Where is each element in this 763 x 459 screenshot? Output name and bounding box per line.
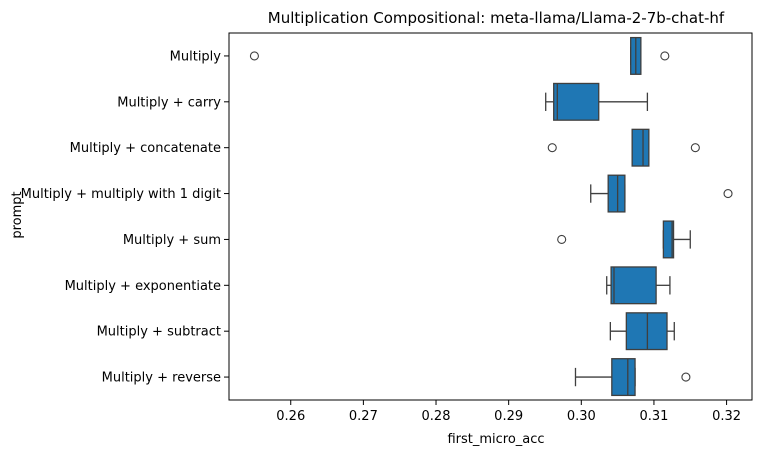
chart-title: Multiplication Compositional: meta-llama… <box>268 9 725 27</box>
outlier-point <box>249 51 259 61</box>
y-tick-label: Multiply + carry <box>117 95 221 110</box>
y-tick-label: Multiply + multiply with 1 digit <box>21 187 221 202</box>
plot-area: Multiply Multiply + carry Multiply + conca… <box>21 32 753 424</box>
box <box>611 358 636 397</box>
y-tick-label: Multiply + reverse <box>102 371 221 386</box>
plot-frame <box>228 32 753 401</box>
outlier-point <box>681 372 691 382</box>
outlier-point <box>723 189 733 199</box>
x-tick-label: 0.28 <box>422 409 451 424</box>
box <box>631 128 650 167</box>
x-tick-label: 0.26 <box>276 409 305 424</box>
x-tick-label: 0.31 <box>639 409 668 424</box>
y-tick-label: Multiply + subtract <box>97 325 221 340</box>
outlier-point <box>660 51 670 61</box>
x-tick-label: 0.27 <box>349 409 378 424</box>
outlier-point <box>690 143 700 153</box>
y-tick-label: Multiply + concatenate <box>70 141 221 156</box>
box <box>662 220 675 259</box>
box <box>607 174 626 213</box>
outlier-point <box>557 234 567 244</box>
box <box>625 312 668 351</box>
x-tick-label: 0.29 <box>494 409 523 424</box>
y-tick-label: Multiply + sum <box>123 233 221 248</box>
y-axis-label: prompt <box>10 191 25 238</box>
box <box>610 266 657 305</box>
x-axis-label: first_micro_acc <box>447 432 544 447</box>
x-tick-label: 0.32 <box>712 409 741 424</box>
box <box>553 82 600 121</box>
y-tick-label: Multiply + exponentiate <box>65 279 221 294</box>
x-tick-label: 0.30 <box>567 409 596 424</box>
outlier-point <box>547 143 557 153</box>
y-tick-label: Multiply <box>170 49 222 64</box>
